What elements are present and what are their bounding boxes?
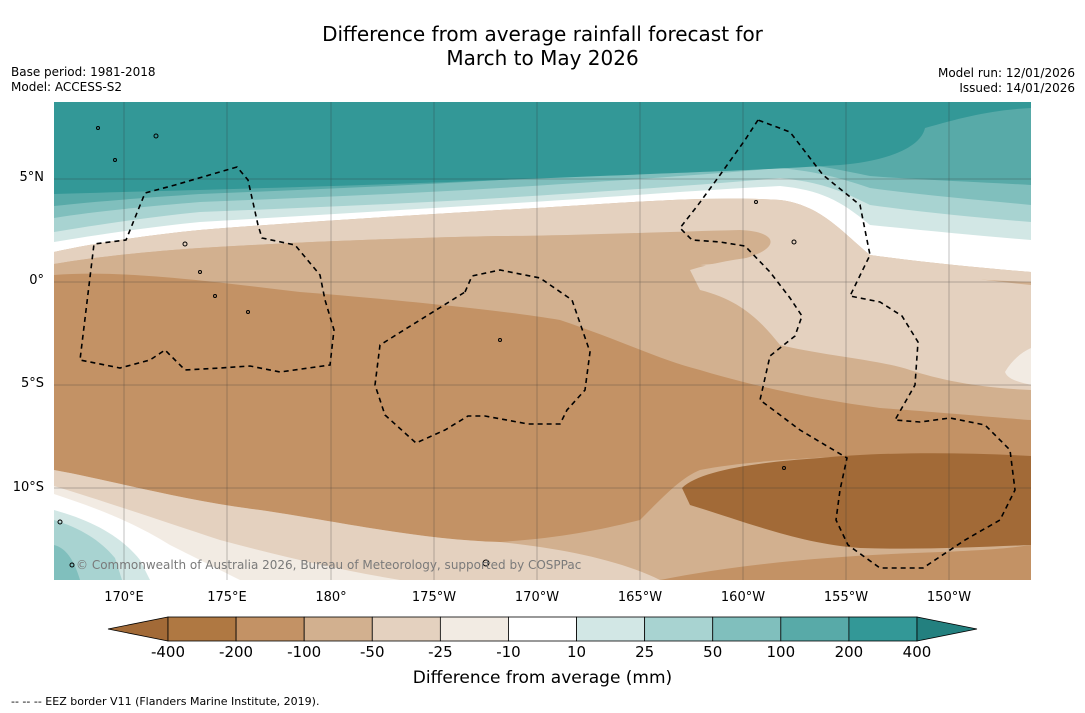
colorbar-segment	[576, 616, 646, 642]
copyright-notice: © Commonwealth of Australia 2026, Bureau…	[76, 558, 582, 572]
band-plus400	[54, 102, 1031, 194]
lat-label: 5°S	[20, 376, 44, 391]
island	[482, 559, 490, 567]
lon-label: 160°W	[720, 590, 766, 605]
lon-label: 175°E	[207, 590, 247, 605]
south-bottom-band	[660, 545, 1031, 580]
band-minus100	[54, 273, 1031, 542]
east-light-patch	[690, 255, 1031, 390]
island	[791, 239, 797, 245]
colorbar-tick-label: -25	[428, 643, 453, 661]
island	[96, 126, 100, 130]
colorbar-extend-low	[107, 616, 169, 642]
island	[782, 466, 786, 470]
lon-label: 155°W	[823, 590, 869, 605]
colorbar-segment	[508, 616, 577, 642]
colorbar-segment	[371, 616, 441, 642]
eez-borders	[79, 119, 1016, 569]
island	[69, 562, 75, 568]
lat-label: 5°N	[19, 170, 45, 185]
island	[213, 294, 217, 298]
islands	[57, 126, 797, 568]
colorbar-tick-label: 400	[902, 643, 932, 661]
colorbar-segment	[644, 616, 714, 642]
meta-left: Base period: 1981-2018 Model: ACCESS-S2	[11, 65, 156, 95]
colorbar-segment	[439, 616, 509, 642]
island	[498, 338, 502, 342]
colorbar-segment	[167, 616, 237, 642]
lon-label: 165°W	[617, 590, 663, 605]
colorbar-tick-label: -50	[360, 643, 385, 661]
colorbar-segment	[303, 616, 373, 642]
colorbar-tick-label: -400	[150, 643, 186, 661]
rainfall-field	[54, 102, 1031, 580]
colorbar-segment	[780, 616, 850, 642]
island	[153, 133, 159, 139]
lon-label: 150°W	[926, 590, 972, 605]
colorbar-tick-label: 25	[635, 643, 655, 661]
colorbar-tick-label: 10	[566, 643, 587, 661]
island	[113, 158, 117, 162]
colorbar-tick-label: 100	[766, 643, 796, 661]
lon-label: 170°E	[104, 590, 144, 605]
colorbar-extend-high	[916, 616, 978, 642]
lat-label: 0°	[29, 273, 44, 288]
island	[182, 241, 188, 247]
model-name: Model: ACCESS-S2	[11, 80, 123, 94]
colorbar-tick-label: 200	[834, 643, 864, 661]
base-period: Base period: 1981-2018	[11, 65, 156, 79]
island	[754, 200, 758, 204]
colorbar-tick-label: -100	[287, 643, 322, 661]
eez-phoenix	[374, 269, 591, 444]
colorbar	[107, 616, 978, 642]
band-minus200	[682, 453, 1031, 549]
meta-right: Model run: 12/01/2026 Issued: 14/01/2026	[938, 66, 1075, 96]
lon-label: 175°W	[411, 590, 457, 605]
east-lighter-patch	[1005, 348, 1031, 385]
colorbar-tick-label: 50	[703, 643, 723, 661]
colorbar-title: Difference from average (mm)	[412, 668, 673, 688]
title-line-2: March to May 2026	[446, 46, 639, 70]
eez-line-islands	[678, 119, 1016, 569]
title-line-1: Difference from average rainfall forecas…	[322, 22, 763, 46]
colorbar-segment	[235, 616, 305, 642]
island	[198, 270, 202, 274]
lon-label: 180°	[315, 590, 347, 605]
graticule	[54, 102, 1031, 580]
colorbar-tick-label: -200	[219, 643, 254, 661]
eez-legend-note: -- -- -- EEZ border V11 (Flanders Marine…	[11, 695, 320, 708]
model-run: Model run: 12/01/2026	[937, 66, 1075, 80]
lon-label: 170°W	[514, 590, 560, 605]
island	[57, 519, 63, 525]
colorbar-tick-label: -10	[496, 643, 521, 661]
issued-date: Issued: 14/01/2026	[959, 81, 1075, 95]
colorbar-segment	[712, 616, 782, 642]
colorbar-segment	[848, 616, 918, 642]
sw-wet-3	[54, 545, 80, 580]
lat-label: 10°S	[12, 480, 44, 495]
eez-kiribati-gilberts	[79, 166, 335, 373]
map-title: Difference from average rainfall forecas…	[0, 22, 1085, 70]
island	[246, 310, 250, 314]
